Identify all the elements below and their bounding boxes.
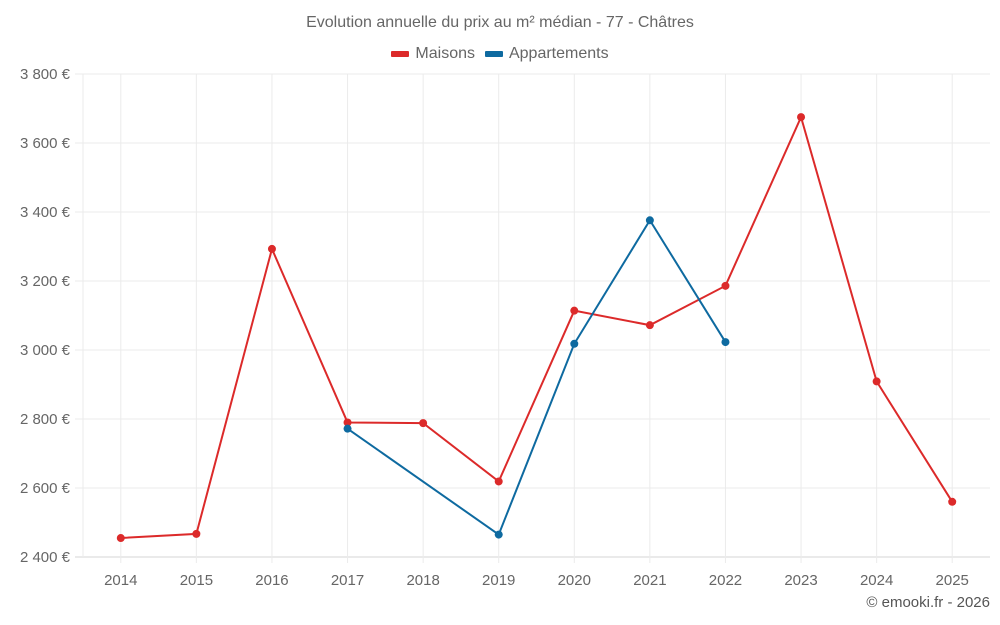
data-point[interactable]: [419, 419, 428, 428]
data-point[interactable]: [343, 424, 352, 433]
x-tick-label: 2016: [255, 572, 288, 589]
series-line-appartements: [346, 218, 727, 537]
x-tick-label: 2017: [331, 572, 364, 589]
data-point[interactable]: [494, 477, 503, 486]
y-tick-label: 2 400 €: [20, 549, 71, 566]
data-point[interactable]: [343, 418, 352, 427]
y-tick-label: 3 000 €: [20, 342, 71, 359]
data-point[interactable]: [570, 306, 579, 315]
legend-swatch-appartements: [484, 51, 503, 57]
x-tick-label: 2024: [860, 572, 893, 589]
series-line-maisons: [120, 114, 954, 540]
credit-text: © emooki.fr - 2026: [866, 594, 990, 611]
y-tick-label: 3 200 €: [20, 273, 71, 290]
data-point[interactable]: [872, 377, 881, 386]
y-tick-label: 2 800 €: [20, 411, 71, 428]
chart-title: Evolution annuelle du prix au m² médian …: [306, 14, 694, 31]
data-point[interactable]: [192, 529, 201, 538]
y-tick-label: 3 400 €: [20, 204, 71, 221]
legend-swatch-maisons: [391, 51, 410, 57]
data-point[interactable]: [116, 534, 125, 543]
data-point[interactable]: [797, 113, 806, 122]
legend-item-maisons[interactable]: Maisons: [391, 45, 475, 63]
y-tick-label: 2 600 €: [20, 480, 71, 497]
x-axis: 2014 2015 2016 2017 2018 2019 2020 2021 2022 2023…: [104, 572, 969, 589]
x-tick-label: 2023: [784, 572, 817, 589]
x-tick-label: 2020: [558, 572, 591, 589]
x-tick-label: 2022: [709, 572, 742, 589]
legend-label-appartements: Appartements: [508, 45, 609, 62]
y-tick-label: 3 800 €: [20, 66, 71, 83]
data-point[interactable]: [721, 281, 730, 290]
x-tick-label: 2014: [104, 572, 137, 589]
legend-label-maisons: Maisons: [415, 45, 475, 62]
data-point[interactable]: [267, 244, 276, 253]
data-point[interactable]: [645, 216, 654, 225]
legend-item-appartements[interactable]: Appartements: [484, 45, 609, 63]
x-tick-label: 2021: [633, 572, 666, 589]
series-layer: [116, 113, 957, 543]
data-point[interactable]: [494, 530, 503, 539]
data-point[interactable]: [645, 321, 654, 330]
data-point[interactable]: [948, 497, 957, 506]
data-point[interactable]: [570, 339, 579, 348]
legend: Maisons Appartements: [0, 45, 1000, 63]
x-tick-label: 2018: [406, 572, 439, 589]
data-point[interactable]: [721, 338, 730, 347]
grid: [75, 73, 990, 563]
y-axis: 2 400 € 2 600 € 2 800 € 3 000 € 3 200 € 3 400…: [20, 66, 71, 566]
x-tick-label: 2015: [180, 572, 213, 589]
x-tick-label: 2019: [482, 572, 515, 589]
y-tick-label: 3 600 €: [20, 135, 71, 152]
x-tick-label: 2025: [936, 572, 969, 589]
